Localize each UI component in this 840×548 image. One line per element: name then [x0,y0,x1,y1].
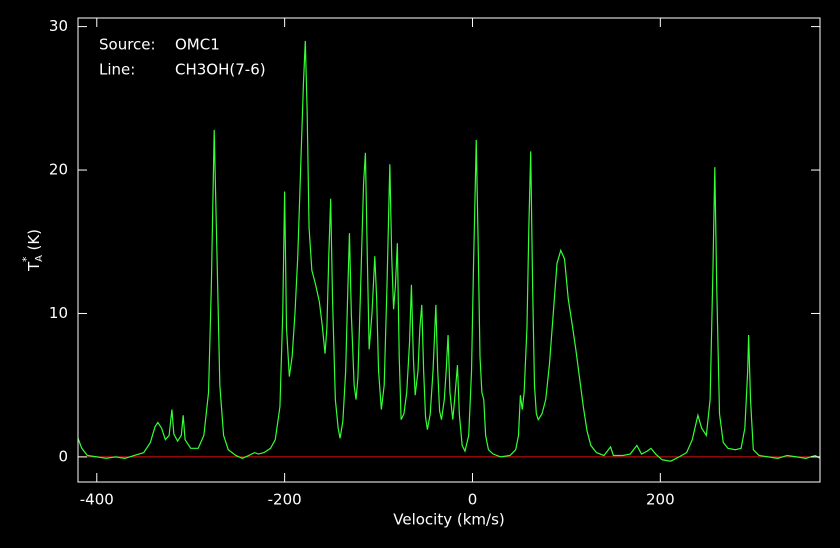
annotation-key: Line: [99,61,135,79]
x-tick-label: 200 [646,491,675,509]
plot-frame [77,17,821,483]
annotation-value: CH3OH(7-6) [175,61,266,79]
y-tick-label: 20 [49,161,68,179]
annotation-value: OMC1 [175,36,220,54]
y-axis-label: TA*(K) [20,229,45,272]
y-tick-label: 10 [49,304,68,322]
x-axis-label: Velocity (km/s) [393,511,504,529]
y-tick-label: 0 [58,447,68,465]
spectrum-line [77,40,821,462]
x-tick-label: -400 [80,491,114,509]
x-tick-label: 0 [468,491,478,509]
y-tick-label: 30 [49,17,68,35]
x-tick-label: -200 [268,491,302,509]
annotation-key: Source: [99,36,156,54]
